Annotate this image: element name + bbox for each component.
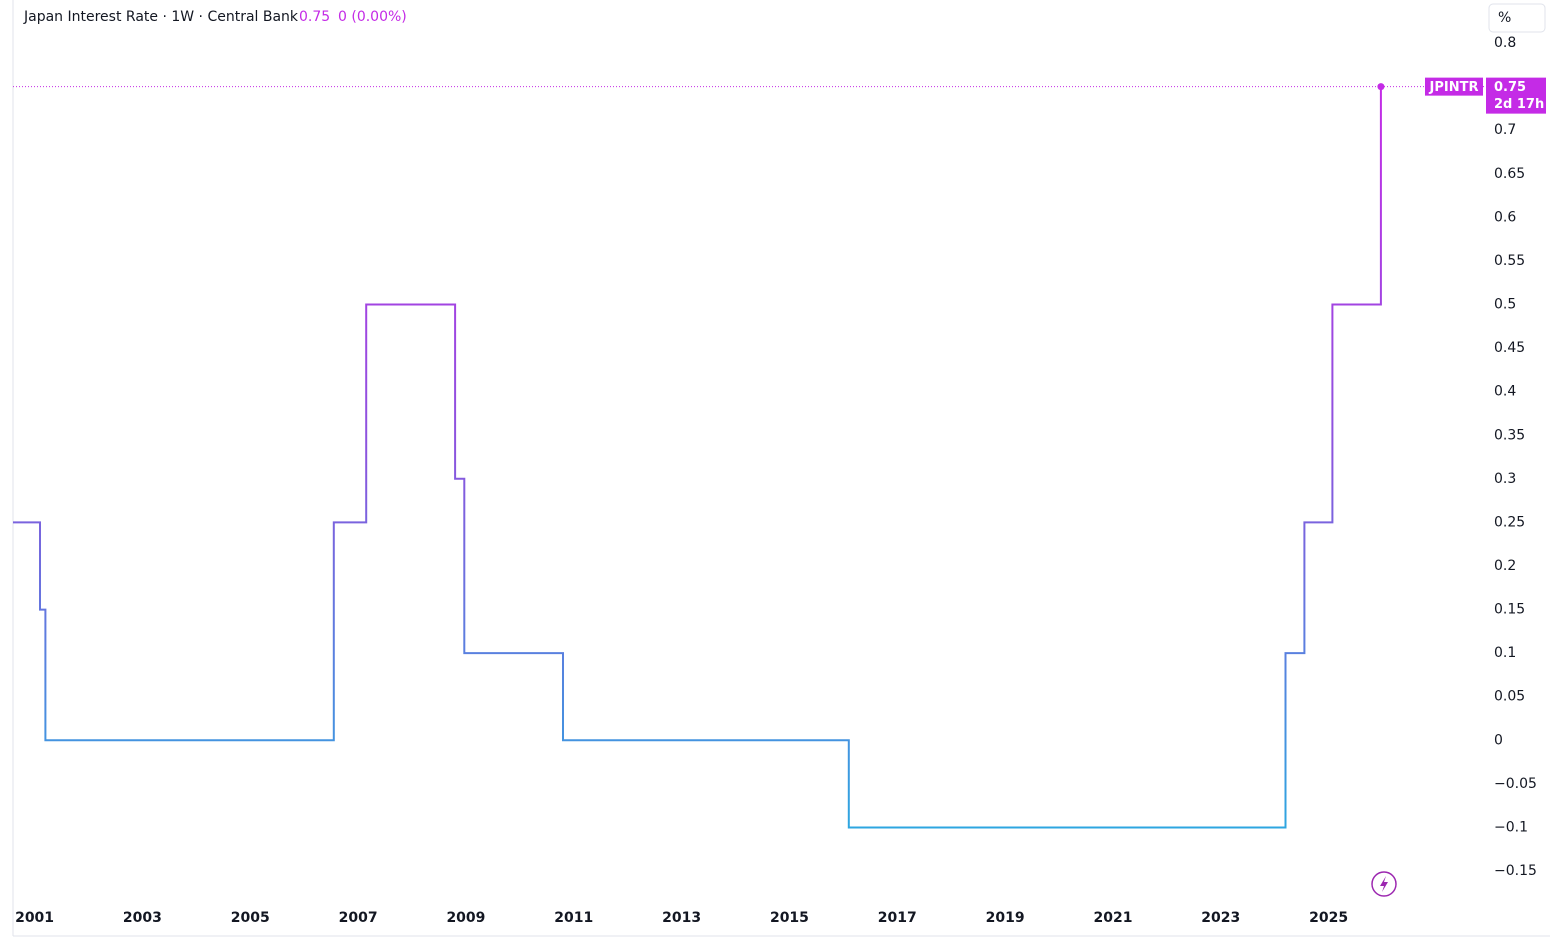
last-point xyxy=(1377,83,1385,91)
y-tick-label: 0.2 xyxy=(1494,558,1516,574)
price-tag xyxy=(1486,77,1546,114)
y-tick-label: 0 xyxy=(1494,732,1503,748)
y-tick-label: 0.3 xyxy=(1494,471,1516,487)
x-tick-label: 2007 xyxy=(339,910,378,926)
y-tick-label: 0.5 xyxy=(1494,297,1516,313)
y-tick-label: 0.8 xyxy=(1494,35,1516,51)
y-tick-label: −0.15 xyxy=(1494,863,1537,879)
x-tick-label: 2015 xyxy=(770,910,809,926)
y-tick-label: 0.05 xyxy=(1494,689,1525,705)
y-tick-label: −0.1 xyxy=(1494,819,1528,835)
x-tick-label: 2011 xyxy=(554,910,593,926)
unit-box[interactable] xyxy=(1488,3,1546,33)
unit-label: % xyxy=(1498,10,1511,26)
x-tick-label: 2021 xyxy=(1093,910,1132,926)
rate-line xyxy=(13,86,1382,829)
price-tag-value: 0.75 xyxy=(1494,80,1526,95)
y-tick-label: 0.35 xyxy=(1494,427,1525,443)
header-value: 0.75 xyxy=(299,9,330,25)
x-tick-label: 2013 xyxy=(662,910,701,926)
x-tick-label: 2019 xyxy=(986,910,1025,926)
y-tick-label: −0.05 xyxy=(1494,776,1537,792)
symbol-tag xyxy=(1425,77,1483,96)
chart-title: Japan Interest Rate · 1W · Central Bank xyxy=(23,9,299,25)
y-tick-label: 0.1 xyxy=(1494,645,1516,661)
price-tag-countdown: 2d 17h xyxy=(1494,97,1544,112)
x-tick-label: 2009 xyxy=(446,910,485,926)
y-tick-label: 0.25 xyxy=(1494,514,1525,530)
x-tick-label: 2023 xyxy=(1201,910,1240,926)
x-tick-label: 2025 xyxy=(1309,910,1348,926)
flash-icon[interactable] xyxy=(1371,871,1397,897)
x-tick-label: 2005 xyxy=(231,910,270,926)
y-tick-label: 0.4 xyxy=(1494,384,1516,400)
y-tick-label: 0.15 xyxy=(1494,602,1525,618)
header-change: 0 (0.00%) xyxy=(338,9,407,25)
y-tick-label: 0.45 xyxy=(1494,340,1525,356)
y-tick-label: 0.7 xyxy=(1494,122,1516,138)
x-tick-label: 2001 xyxy=(15,910,54,926)
y-tick-label: 0.55 xyxy=(1494,253,1525,269)
x-tick-label: 2003 xyxy=(123,910,162,926)
y-tick-label: 0.6 xyxy=(1494,209,1516,225)
x-tick-label: 2017 xyxy=(878,910,917,926)
y-tick-label: 0.65 xyxy=(1494,166,1525,182)
symbol-tag-label: JPINTR xyxy=(1429,80,1479,95)
